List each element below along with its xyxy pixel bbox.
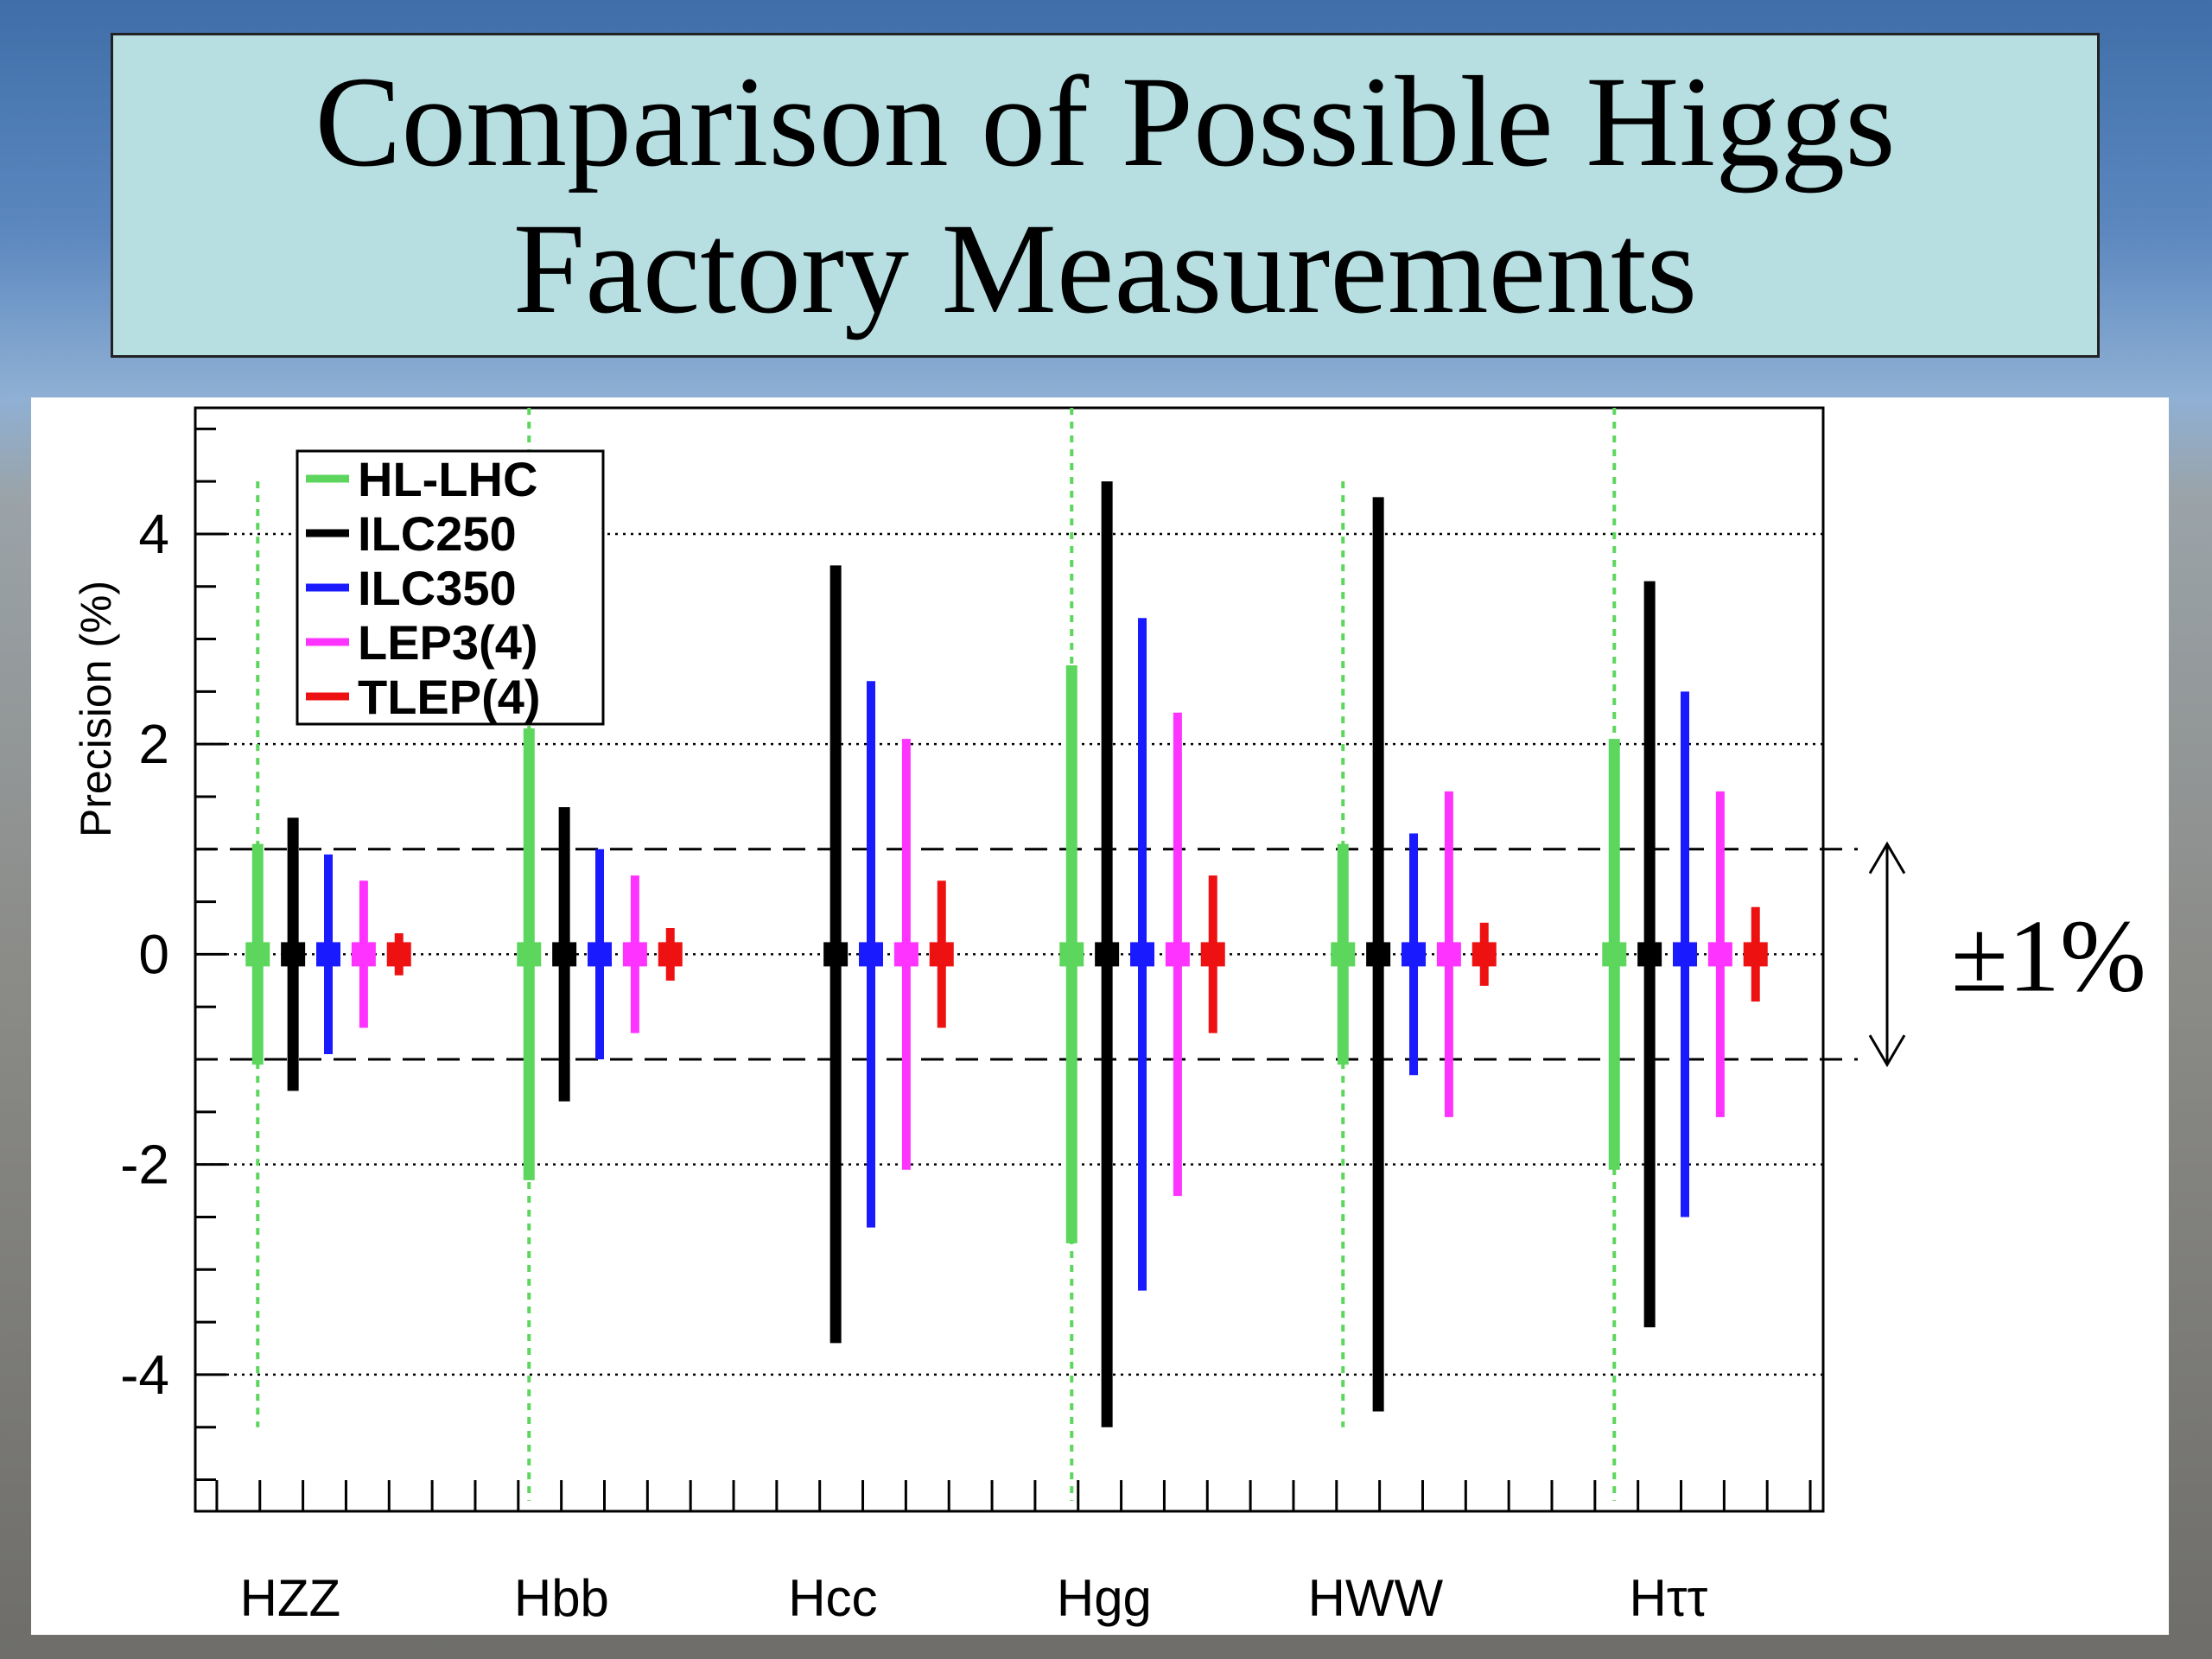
central-marker-ilc350 [1402,942,1427,967]
central-marker-tlep-4- [658,942,683,967]
central-marker-ilc350 [859,942,884,967]
legend-label: TLEP(4) [358,670,541,724]
central-marker-ilc250 [1095,942,1120,967]
category-label: Hgg [1057,1569,1152,1627]
chart-panel: -4 -2 0 2 4 Precision (%) HZZ Hbb Hcc Hgg HWW Hττ HL… [31,397,2169,1635]
category-label: Hbb [514,1569,609,1627]
category-label: HZZ [240,1569,341,1627]
y-tick-label: 4 [138,503,169,565]
central-marker-ilc350 [316,942,341,967]
central-marker-ilc250 [1366,942,1391,967]
central-marker-lep3-4- [1707,942,1732,967]
slide-title-line-2: Factory Measurements [512,197,1698,340]
central-marker-hl-lhc [1331,942,1356,967]
band-arrow-head-up [1868,841,1906,874]
legend-label: HL-LHC [358,452,537,506]
central-marker-lep3-4- [893,942,918,967]
y-tick-label: -2 [120,1134,169,1196]
central-marker-hl-lhc [517,942,542,967]
slide-title-box: Comparison of Possible Higgs Factory Mea… [111,33,2100,358]
y-tick-label: -4 [120,1344,169,1406]
central-marker-ilc350 [1673,942,1698,967]
category-label: Hττ [1630,1569,1708,1627]
central-marker-ilc250 [823,942,849,967]
central-marker-ilc250 [552,942,577,967]
central-marker-ilc250 [1637,942,1662,967]
legend-label: ILC350 [358,561,517,615]
central-marker-hl-lhc [1602,942,1627,967]
central-marker-tlep-4- [1200,942,1225,967]
central-marker-ilc350 [1130,942,1155,967]
y-tick-label: 0 [138,923,169,985]
central-marker-tlep-4- [929,942,954,967]
y-tick-label: 2 [138,713,169,775]
category-label: Hcc [788,1569,877,1627]
central-marker-hl-lhc [1059,942,1084,967]
central-marker-lep3-4- [622,942,647,967]
central-marker-tlep-4- [1471,942,1497,967]
slide-title-line-1: Comparison of Possible Higgs [315,50,1896,194]
legend-label: LEP3(4) [358,615,538,670]
higgs-precision-chart: -4 -2 0 2 4 Precision (%) HZZ Hbb Hcc Hgg HWW Hττ HL… [72,406,2146,1627]
legend-label: ILC250 [358,506,517,561]
central-marker-ilc350 [588,942,613,967]
central-marker-lep3-4- [1165,942,1190,967]
band-annotation-label: ±1% [1951,898,2146,1013]
band-arrow-head-down [1868,1034,1906,1068]
y-axis-label: Precision (%) [72,581,120,837]
category-label: HWW [1308,1569,1444,1627]
central-marker-lep3-4- [351,942,376,967]
plot-frame [194,406,1825,1513]
central-marker-tlep-4- [386,942,411,967]
central-marker-hl-lhc [245,942,270,967]
central-marker-lep3-4- [1436,942,1461,967]
central-marker-ilc250 [281,942,306,967]
central-marker-tlep-4- [1743,942,1768,967]
